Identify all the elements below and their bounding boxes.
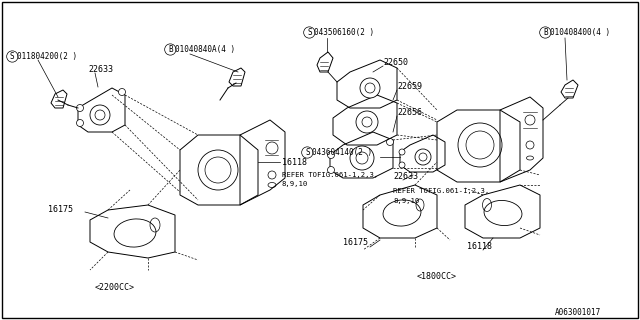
Text: 011804200(2 ): 011804200(2 ) <box>17 52 77 61</box>
Circle shape <box>419 153 427 161</box>
Circle shape <box>266 142 278 154</box>
Circle shape <box>415 149 431 165</box>
Text: 22633: 22633 <box>88 65 113 74</box>
Text: 01040840A(4 ): 01040840A(4 ) <box>175 45 235 54</box>
Circle shape <box>466 131 494 159</box>
Circle shape <box>90 105 110 125</box>
Text: <2200CC>: <2200CC> <box>95 283 135 292</box>
Text: 043604140(2 ): 043604140(2 ) <box>312 148 372 157</box>
Circle shape <box>350 146 374 170</box>
Text: S: S <box>307 28 312 37</box>
Text: 16175: 16175 <box>48 205 73 214</box>
Text: REFER TOFIG.061-1,2,3,: REFER TOFIG.061-1,2,3, <box>393 188 489 194</box>
Circle shape <box>458 123 502 167</box>
Text: <1800CC>: <1800CC> <box>417 272 457 281</box>
Text: 16118: 16118 <box>282 158 307 167</box>
Text: REFER TOFIG.061-1,2,3,: REFER TOFIG.061-1,2,3, <box>282 172 378 178</box>
Text: 043506160(2 ): 043506160(2 ) <box>314 28 374 37</box>
Circle shape <box>118 89 125 95</box>
Circle shape <box>95 110 105 120</box>
Circle shape <box>362 117 372 127</box>
Text: 8,9,10: 8,9,10 <box>282 181 308 187</box>
Circle shape <box>328 151 335 158</box>
Text: 22656: 22656 <box>397 108 422 117</box>
Circle shape <box>360 78 380 98</box>
Text: B: B <box>168 45 173 54</box>
Circle shape <box>205 157 231 183</box>
Text: 16175: 16175 <box>343 238 368 247</box>
Text: B: B <box>543 28 548 37</box>
Text: S: S <box>10 52 15 61</box>
Circle shape <box>268 171 276 179</box>
Text: 22650: 22650 <box>383 58 408 67</box>
Circle shape <box>525 115 535 125</box>
Circle shape <box>387 139 394 146</box>
Circle shape <box>399 149 405 155</box>
Text: 010408400(4 ): 010408400(4 ) <box>550 28 610 37</box>
Circle shape <box>77 105 83 111</box>
Circle shape <box>356 111 378 133</box>
Text: 16118: 16118 <box>467 242 492 251</box>
Circle shape <box>198 150 238 190</box>
Circle shape <box>399 162 405 168</box>
Text: S: S <box>305 148 310 157</box>
Text: 8,9,10: 8,9,10 <box>393 198 419 204</box>
Circle shape <box>365 83 375 93</box>
Text: 22633: 22633 <box>393 172 418 181</box>
Text: 22659: 22659 <box>397 82 422 91</box>
Circle shape <box>356 152 368 164</box>
Circle shape <box>328 166 335 173</box>
Circle shape <box>526 141 534 149</box>
Text: A063001017: A063001017 <box>555 308 601 317</box>
Circle shape <box>77 119 83 126</box>
